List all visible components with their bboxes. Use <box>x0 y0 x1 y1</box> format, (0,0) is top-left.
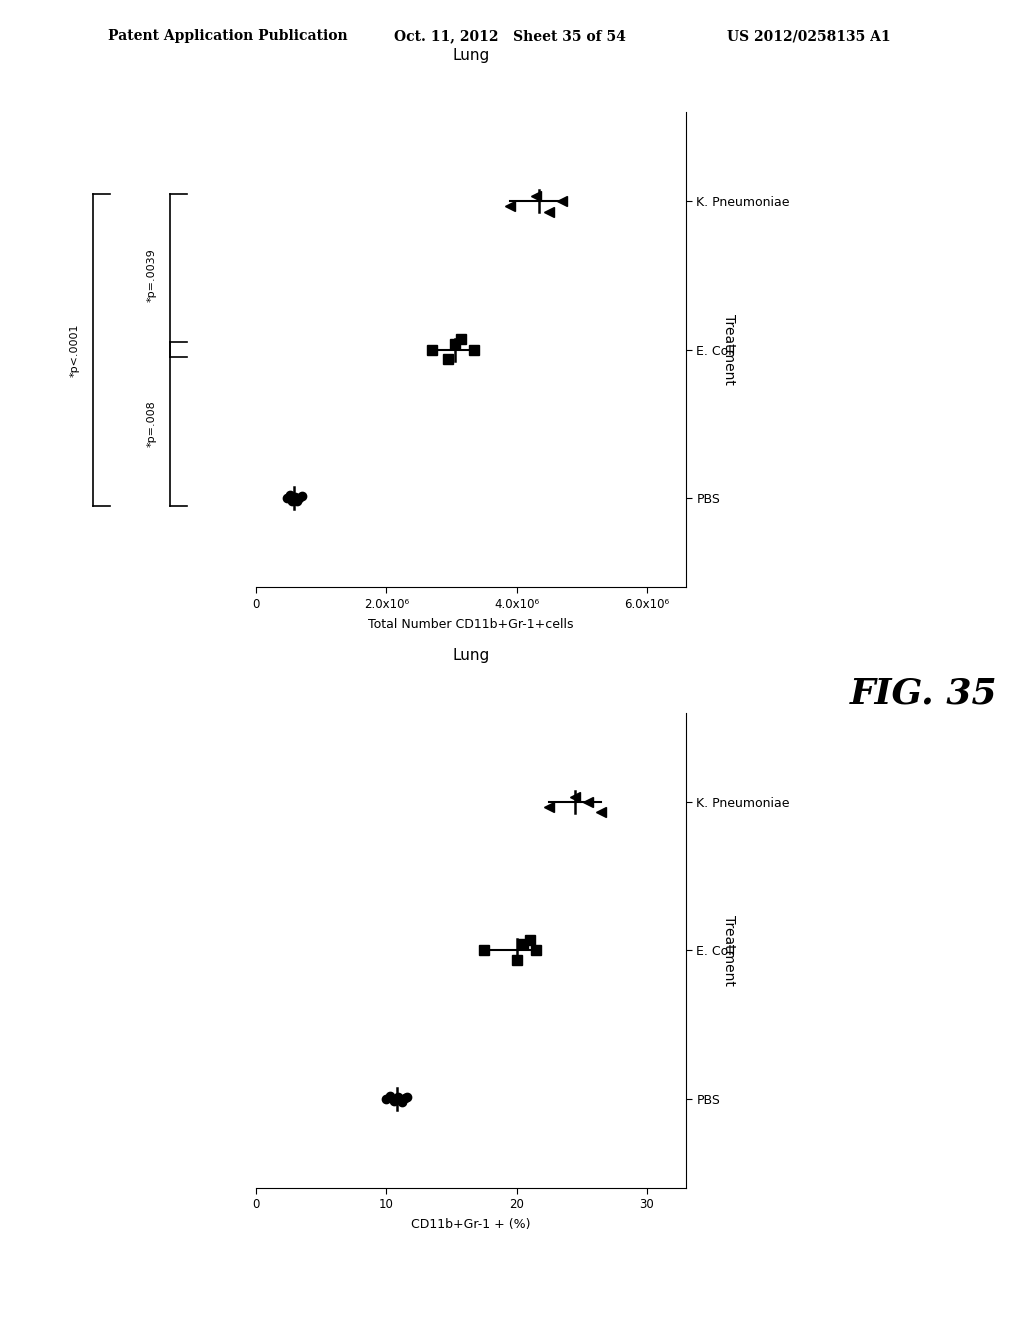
Text: Lung: Lung <box>453 48 489 62</box>
X-axis label: CD11b+Gr-1 + (%): CD11b+Gr-1 + (%) <box>412 1218 530 1232</box>
Text: *p=.0039: *p=.0039 <box>147 248 157 302</box>
Text: Patent Application Publication: Patent Application Publication <box>108 29 347 44</box>
Text: Treatment: Treatment <box>722 314 736 385</box>
Text: Lung: Lung <box>453 648 489 663</box>
X-axis label: Total Number CD11b+Gr-1+cells: Total Number CD11b+Gr-1+cells <box>369 618 573 631</box>
Text: FIG. 35: FIG. 35 <box>850 676 997 710</box>
Text: Treatment: Treatment <box>722 915 736 986</box>
Text: US 2012/0258135 A1: US 2012/0258135 A1 <box>727 29 891 44</box>
Text: *p<.0001: *p<.0001 <box>70 323 80 376</box>
Text: *p=.008: *p=.008 <box>147 401 157 447</box>
Text: Oct. 11, 2012   Sheet 35 of 54: Oct. 11, 2012 Sheet 35 of 54 <box>394 29 626 44</box>
